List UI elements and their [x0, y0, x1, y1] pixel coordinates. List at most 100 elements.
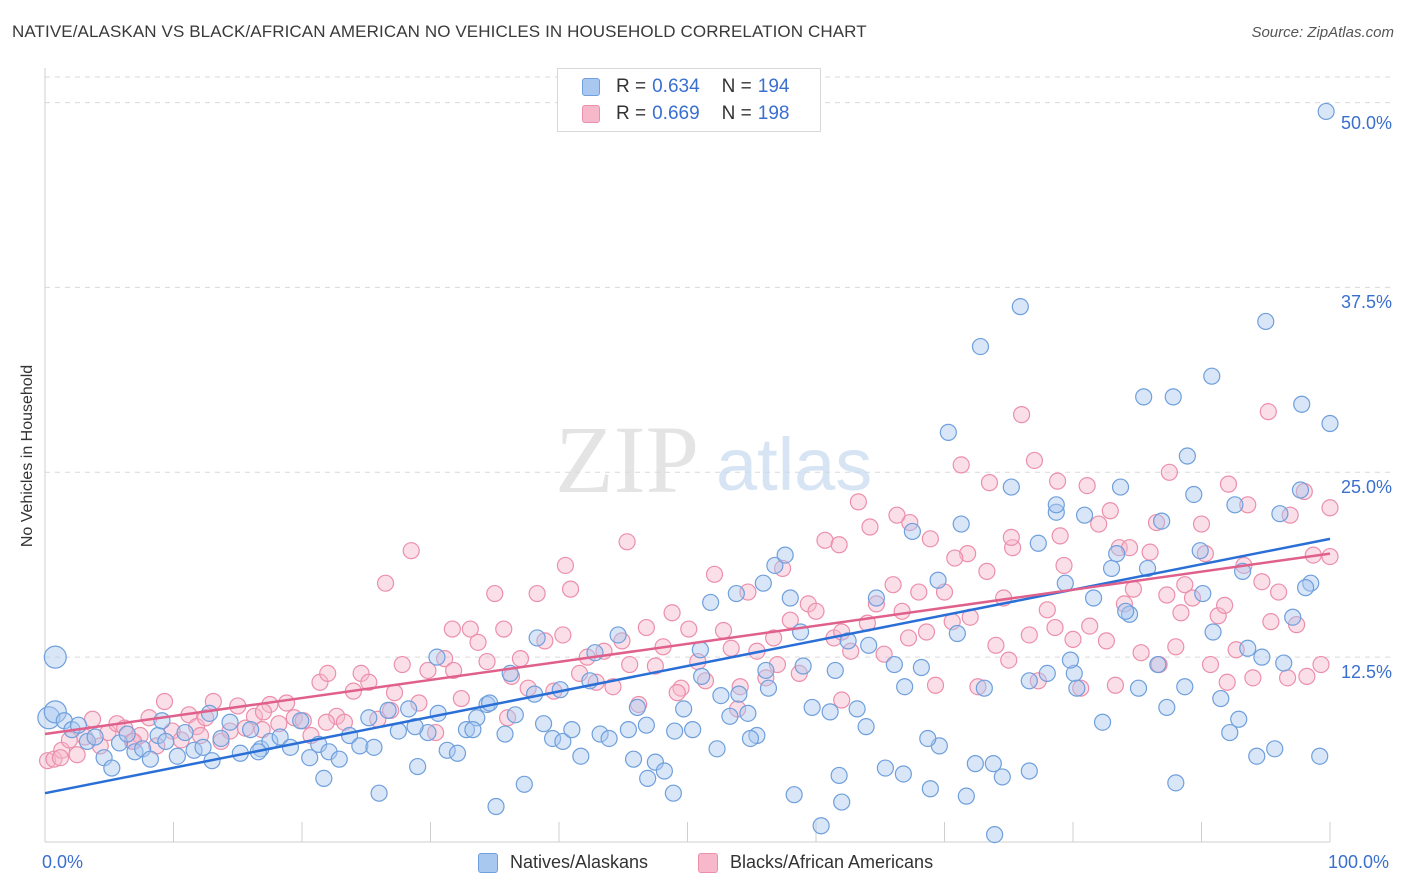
data-point-natives: [600, 729, 618, 748]
x-tick-label-max: 100.0%: [1328, 852, 1390, 872]
data-point-blacks: [893, 602, 911, 620]
data-point-natives: [365, 738, 383, 756]
data-point-natives: [176, 723, 194, 742]
legend-item-blacks[interactable]: Blacks/African Americans: [698, 852, 933, 873]
data-point-blacks: [131, 726, 149, 745]
data-point-natives: [1239, 639, 1257, 657]
data-point-natives: [1178, 447, 1196, 465]
data-point-natives: [727, 584, 745, 603]
data-point-natives: [1226, 496, 1244, 514]
data-point-natives: [1102, 559, 1121, 578]
data-point-blacks: [921, 530, 939, 548]
data-point-natives: [457, 721, 476, 739]
data-point-natives: [885, 655, 903, 674]
data-point-blacks: [554, 626, 572, 644]
data-point-blacks: [663, 604, 681, 622]
x-tick-label-min: 0.0%: [42, 852, 84, 872]
data-point-natives: [118, 725, 136, 743]
data-point-natives: [554, 732, 572, 751]
data-point-blacks: [254, 703, 273, 721]
data-point-natives: [646, 753, 664, 771]
data-point-natives: [741, 729, 760, 748]
data-point-blacks: [51, 749, 70, 767]
data-point-blacks: [1141, 543, 1159, 561]
data-point-natives: [292, 712, 310, 730]
data-point-natives: [986, 826, 1004, 844]
data-point-blacks: [1172, 604, 1190, 622]
data-point-natives: [1221, 723, 1239, 742]
data-point-natives: [759, 679, 778, 697]
data-point-natives: [1317, 102, 1335, 121]
data-point-blacks: [155, 692, 174, 711]
data-point-natives: [957, 787, 975, 805]
data-point-blacks: [277, 694, 296, 712]
data-point-natives: [1068, 679, 1086, 697]
r-label: R =: [616, 76, 647, 97]
data-point-blacks: [1106, 676, 1125, 694]
data-point-blacks: [867, 595, 885, 613]
data-point-blacks: [319, 664, 337, 683]
data-point-natives: [1084, 589, 1103, 607]
data-point-blacks: [1158, 586, 1176, 604]
data-point-blacks: [1262, 613, 1280, 631]
data-point-natives: [1108, 545, 1126, 563]
data-point-natives: [894, 765, 912, 783]
trend-line-blacks: [44, 552, 1331, 736]
data-point-natives: [141, 750, 159, 768]
data-point-blacks: [1176, 576, 1194, 594]
data-point-blacks: [646, 657, 664, 675]
data-point-natives: [379, 701, 397, 719]
watermark: ZIP atlas: [555, 406, 872, 513]
data-point-blacks: [1012, 406, 1031, 424]
y-tick-label: 50.0%: [1340, 112, 1392, 133]
legend-item-natives[interactable]: Natives/Alaskans: [478, 852, 648, 873]
data-point-blacks: [393, 655, 411, 674]
data-point-blacks: [1269, 583, 1288, 601]
data-point-blacks: [245, 707, 264, 725]
data-point-blacks: [1072, 679, 1090, 697]
data-point-natives: [1020, 672, 1038, 690]
data-point-natives: [1047, 503, 1065, 521]
source-label: Source: ZipAtlas.com: [1251, 24, 1394, 41]
data-point-natives: [666, 722, 684, 740]
data-point-natives: [664, 784, 682, 802]
data-point-natives: [1135, 388, 1153, 406]
data-point-blacks: [830, 536, 848, 554]
data-point-blacks: [1321, 547, 1339, 566]
data-point-natives: [1291, 481, 1310, 499]
data-point-blacks: [556, 556, 575, 575]
data-point-natives: [929, 571, 947, 589]
data-point-blacks: [861, 518, 879, 536]
data-point-natives: [591, 725, 609, 743]
data-point-blacks: [807, 602, 825, 620]
data-point-blacks: [884, 576, 902, 594]
data-point-natives: [939, 423, 957, 441]
data-point-blacks: [561, 580, 580, 598]
watermark-zip: ZIP: [555, 406, 699, 513]
trend-lines: [44, 537, 1331, 795]
data-point-natives: [757, 661, 775, 680]
data-point-natives: [1194, 584, 1212, 603]
data-point-natives: [624, 750, 643, 768]
series-natives-points: [37, 102, 1339, 844]
data-point-natives: [1212, 689, 1230, 708]
data-point-natives: [212, 729, 230, 748]
data-point-blacks: [833, 691, 851, 709]
n-value-blacks: 198: [757, 103, 790, 124]
data-point-natives: [609, 626, 627, 644]
data-point-natives: [781, 589, 799, 607]
data-point-natives: [821, 703, 839, 721]
data-point-blacks: [528, 584, 546, 603]
y-tick-label: 37.5%: [1340, 292, 1392, 313]
data-point-natives: [1038, 664, 1056, 683]
data-point-natives: [785, 786, 803, 804]
data-point-natives: [1271, 505, 1289, 523]
data-point-natives: [487, 797, 505, 816]
data-point-blacks: [68, 746, 86, 764]
data-point-blacks: [1183, 589, 1202, 607]
data-point-blacks: [1259, 403, 1277, 421]
data-point-blacks: [969, 678, 987, 696]
data-point-natives: [1020, 762, 1038, 780]
data-point-blacks: [519, 679, 537, 697]
data-point-blacks: [486, 584, 504, 603]
